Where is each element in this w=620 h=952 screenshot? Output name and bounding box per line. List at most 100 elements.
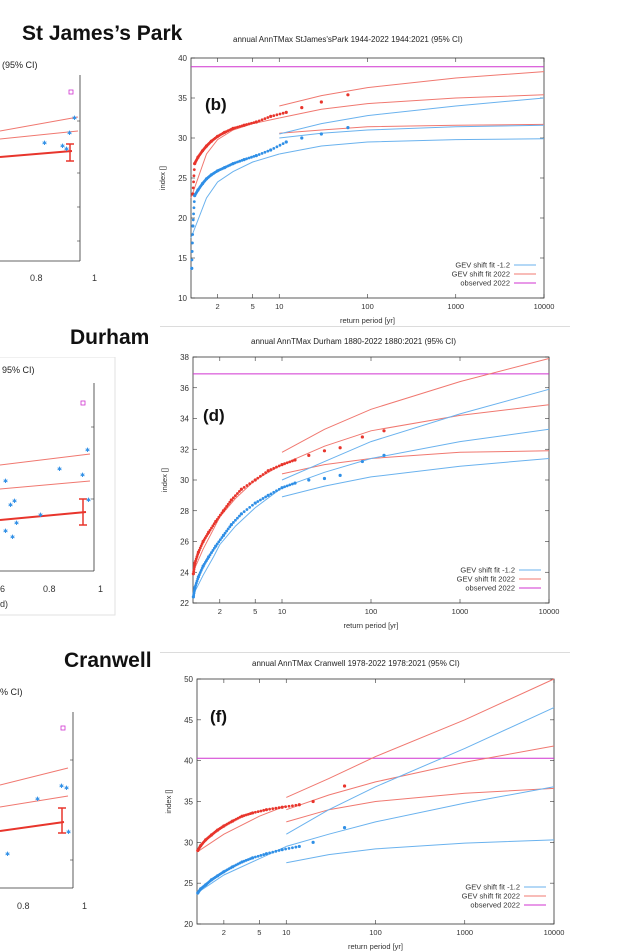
red-observation-point (229, 820, 233, 824)
red-observation-point (195, 157, 199, 160)
red-observation-point (338, 446, 342, 450)
blue-observation-point (307, 478, 311, 482)
x-tick-label: 1000 (447, 302, 464, 311)
blue-observation-point (294, 845, 298, 849)
x-tick-label: 10000 (539, 607, 560, 616)
y-tick-label: 28 (180, 507, 189, 516)
red-observation-point (271, 807, 275, 811)
red-observation-point (275, 113, 279, 117)
red-observation-point (242, 814, 246, 817)
y-tick-label: 25 (178, 174, 187, 183)
blue-observation-point (242, 158, 246, 162)
blue-observation-point (287, 846, 291, 850)
blue-observation-point (291, 482, 294, 486)
blue-observation-point (191, 241, 194, 245)
blue-observation-point (250, 155, 253, 159)
y-tick-label: 50 (184, 675, 193, 684)
partial-c-point: ✱ (3, 528, 8, 535)
y-tick-label: 45 (184, 716, 193, 725)
red-observation-point (262, 808, 266, 812)
blue-observation-point (284, 140, 288, 144)
y-tick-label: 30 (184, 838, 193, 847)
blue-observation-point (259, 854, 263, 857)
red-observation-point (215, 517, 219, 521)
red-observation-point (256, 810, 260, 814)
y-tick-label: 15 (178, 254, 187, 263)
blue-observation-point (229, 163, 233, 166)
y-tick-label: 24 (180, 568, 189, 577)
red-observation-point (217, 515, 221, 519)
blue-observation-point (240, 159, 244, 162)
partial-e-point: ✱ (5, 851, 10, 858)
blue-fit-central (279, 124, 545, 139)
red-observation-point (261, 473, 265, 476)
blue-observation-point (264, 852, 269, 856)
legend-label: GEV shift fit -1.2 (460, 566, 515, 575)
blue-fit-line (192, 487, 283, 596)
blue-observation-point (195, 579, 199, 583)
partial-c-point: ✱ (80, 472, 85, 479)
red-observation-point (192, 570, 196, 574)
x-tick-label: 2 (215, 302, 219, 311)
legend-label: observed 2022 (470, 901, 520, 910)
red-fit-central (279, 94, 545, 119)
red-observation-point (242, 485, 246, 489)
legend-label: GEV shift fit -1.2 (455, 261, 510, 270)
blue-observation-point (253, 501, 257, 505)
blue-observation-point (190, 258, 194, 262)
blue-observation-point (238, 514, 241, 518)
blue-observation-point (221, 871, 225, 874)
blue-observation-point (269, 492, 273, 496)
partial-chart-a: (95% CI) ✱ ✱ ✱ ✱ ✱ 0.8 1 (0, 60, 97, 283)
blue-observation-point (195, 189, 199, 193)
panel-letter: (d) (203, 406, 225, 425)
red-observation-point (280, 805, 284, 809)
partial-a-xtick-label: 1 (92, 273, 97, 283)
partial-c-point: ✱ (3, 478, 8, 485)
blue-observation-point (322, 476, 327, 481)
blue-fit-central (286, 786, 555, 847)
red-observation-point (284, 805, 287, 809)
blue-observation-point (203, 884, 207, 888)
blue-observation-point (200, 566, 204, 570)
y-tick-label: 30 (178, 134, 187, 143)
partial-c-fit (0, 511, 87, 521)
red-observation-point (192, 565, 196, 569)
red-observation-point (200, 150, 203, 154)
red-observation-point (208, 834, 212, 838)
red-observation-point (311, 799, 315, 804)
red-fit-central (286, 745, 555, 811)
blue-observation-point (338, 473, 342, 477)
red-observation-point (192, 180, 195, 184)
red-observation-point (264, 808, 269, 812)
blue-fit-lower-bound (279, 138, 545, 155)
red-observation-point (194, 557, 198, 561)
y-tick-label: 20 (184, 920, 193, 929)
red-observation-point (254, 120, 258, 124)
partial-a-point: ✱ (72, 115, 77, 122)
red-observation-point (253, 810, 257, 814)
blue-observation-point (382, 453, 386, 457)
red-observation-point (196, 553, 200, 556)
partial-c-point: ✱ (86, 497, 91, 504)
partial-c-point: ✱ (57, 466, 62, 473)
red-observation-point (249, 812, 252, 815)
x-tick-label: 10000 (534, 302, 555, 311)
x-axis-label: return period [yr] (340, 316, 395, 325)
station-label-durham: Durham (70, 326, 150, 349)
blue-observation-point (242, 510, 246, 514)
partial-a-point: ✱ (60, 143, 65, 150)
red-observation-point (342, 784, 347, 788)
blue-observation-point (247, 156, 251, 160)
x-tick-label: 100 (361, 302, 374, 311)
x-tick-label: 2 (218, 607, 222, 616)
blue-observation-point (197, 573, 201, 577)
blue-observation-point (311, 840, 315, 844)
red-observation-point (226, 502, 230, 506)
blue-observation-point (192, 200, 196, 204)
y-axis-label: index [] (158, 166, 167, 190)
partial-chart-c-title: 95% CI) (2, 365, 35, 375)
blue-observation-point (275, 145, 279, 149)
blue-observation-point (199, 569, 203, 572)
red-observation-point (234, 494, 237, 498)
